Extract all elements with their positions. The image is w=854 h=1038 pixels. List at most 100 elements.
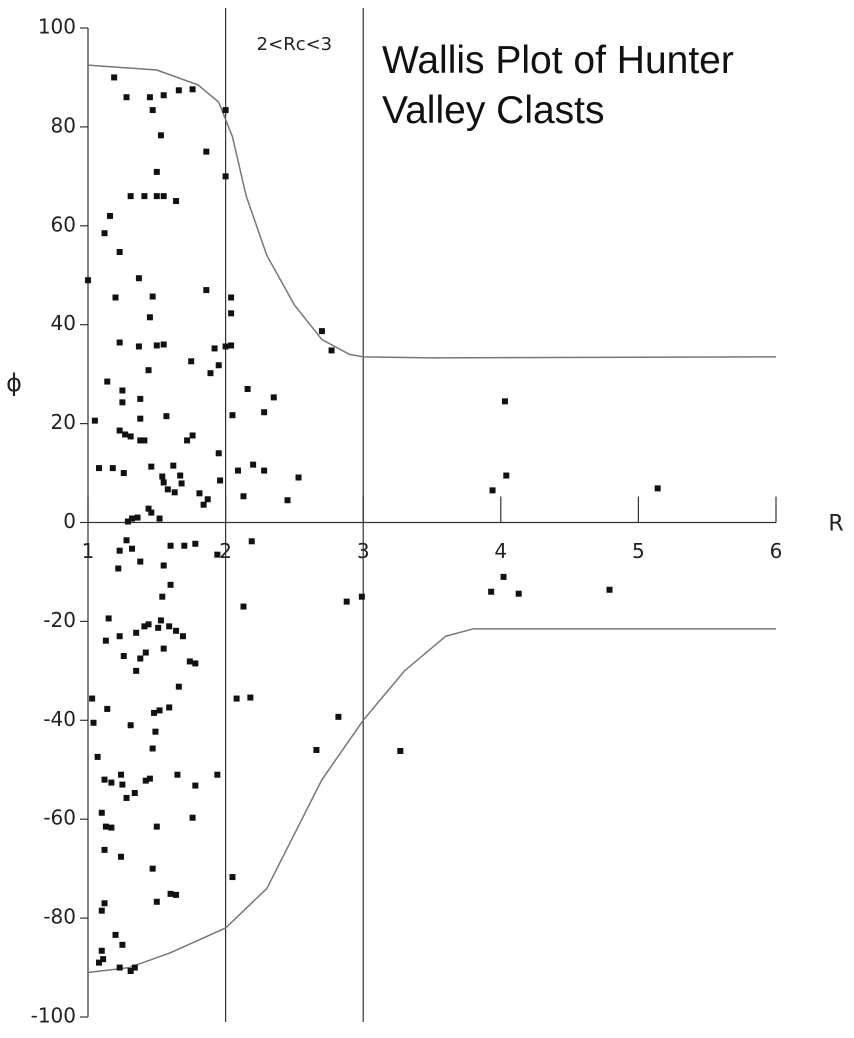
data-point xyxy=(295,474,302,481)
data-point xyxy=(127,968,134,975)
data-point xyxy=(173,891,180,898)
data-point xyxy=(89,695,96,702)
data-point xyxy=(229,874,236,881)
data-point xyxy=(284,497,291,504)
annotation: 2<Rc<3 xyxy=(257,34,332,55)
data-point xyxy=(101,846,108,853)
data-point xyxy=(173,627,180,634)
data-point xyxy=(105,615,112,622)
data-point xyxy=(155,624,162,631)
data-point xyxy=(129,515,136,522)
data-point xyxy=(313,746,320,753)
data-point xyxy=(119,941,126,948)
data-point xyxy=(192,660,199,667)
data-point xyxy=(170,462,177,469)
data-point xyxy=(109,465,116,472)
data-point xyxy=(200,501,207,508)
data-point xyxy=(141,437,148,444)
data-point xyxy=(101,230,108,237)
data-point xyxy=(178,480,185,487)
data-point xyxy=(133,629,140,636)
y-axis-label: ϕ xyxy=(6,369,22,397)
y-tick-label: -60 xyxy=(43,806,76,830)
data-point xyxy=(515,590,522,597)
data-point xyxy=(149,865,156,872)
data-point xyxy=(111,74,118,81)
data-point xyxy=(247,694,254,701)
data-point xyxy=(112,931,119,938)
data-point xyxy=(181,542,188,549)
data-point xyxy=(166,704,173,711)
data-point xyxy=(91,417,98,424)
data-point xyxy=(189,432,196,439)
y-tick-label: 20 xyxy=(51,410,76,434)
data-point xyxy=(156,515,163,522)
data-point xyxy=(153,168,160,175)
data-point xyxy=(244,385,251,392)
data-point xyxy=(145,505,152,512)
data-point xyxy=(488,588,495,595)
y-tick-label: 0 xyxy=(63,509,76,533)
data-point xyxy=(145,367,152,374)
data-point xyxy=(127,722,134,729)
data-point xyxy=(222,173,229,180)
data-point xyxy=(335,713,342,720)
data-point xyxy=(135,343,142,350)
data-point xyxy=(131,964,138,971)
data-point xyxy=(120,470,127,477)
data-point xyxy=(116,633,123,640)
x-tick-label: 4 xyxy=(494,539,507,563)
data-point xyxy=(119,387,126,394)
envelope-curve xyxy=(87,64,777,359)
y-tick-label: 100 xyxy=(38,15,76,39)
data-point xyxy=(203,148,210,155)
data-point xyxy=(159,593,166,600)
data-point xyxy=(146,775,153,782)
data-point xyxy=(228,342,235,349)
data-point xyxy=(116,427,123,434)
data-point xyxy=(166,623,173,630)
data-point xyxy=(157,617,164,624)
data-point xyxy=(159,473,166,480)
data-point xyxy=(157,132,164,139)
data-point xyxy=(118,771,125,778)
data-point xyxy=(500,573,507,580)
data-point xyxy=(217,477,224,484)
data-point xyxy=(160,479,167,486)
data-point xyxy=(135,275,142,282)
data-point xyxy=(250,461,257,468)
data-point xyxy=(177,472,184,479)
x-tick-label: 6 xyxy=(770,539,783,563)
data-point xyxy=(153,898,160,905)
data-point xyxy=(248,538,255,545)
data-point xyxy=(167,890,174,897)
data-point xyxy=(123,537,130,544)
data-point xyxy=(167,542,174,549)
chart-title: Wallis Plot of Hunter Valley Clasts xyxy=(382,39,734,132)
data-point xyxy=(137,558,144,565)
y-tick-label: -100 xyxy=(31,1004,76,1028)
data-point xyxy=(240,603,247,610)
data-point xyxy=(228,294,235,301)
data-point xyxy=(120,653,127,660)
data-point xyxy=(101,900,108,907)
data-point xyxy=(112,294,119,301)
data-point xyxy=(173,198,180,205)
data-point xyxy=(104,705,111,712)
data-point xyxy=(186,658,193,665)
data-point xyxy=(654,485,661,492)
data-point xyxy=(214,771,221,778)
data-point xyxy=(142,777,149,784)
data-point xyxy=(100,956,107,963)
data-point xyxy=(123,94,130,101)
data-point xyxy=(160,645,167,652)
data-point xyxy=(104,378,111,385)
data-point xyxy=(503,472,510,479)
data-point xyxy=(211,345,218,352)
data-point xyxy=(174,771,181,778)
data-point xyxy=(270,394,277,401)
data-point xyxy=(127,433,134,440)
data-point xyxy=(606,586,613,593)
data-point xyxy=(222,107,229,114)
